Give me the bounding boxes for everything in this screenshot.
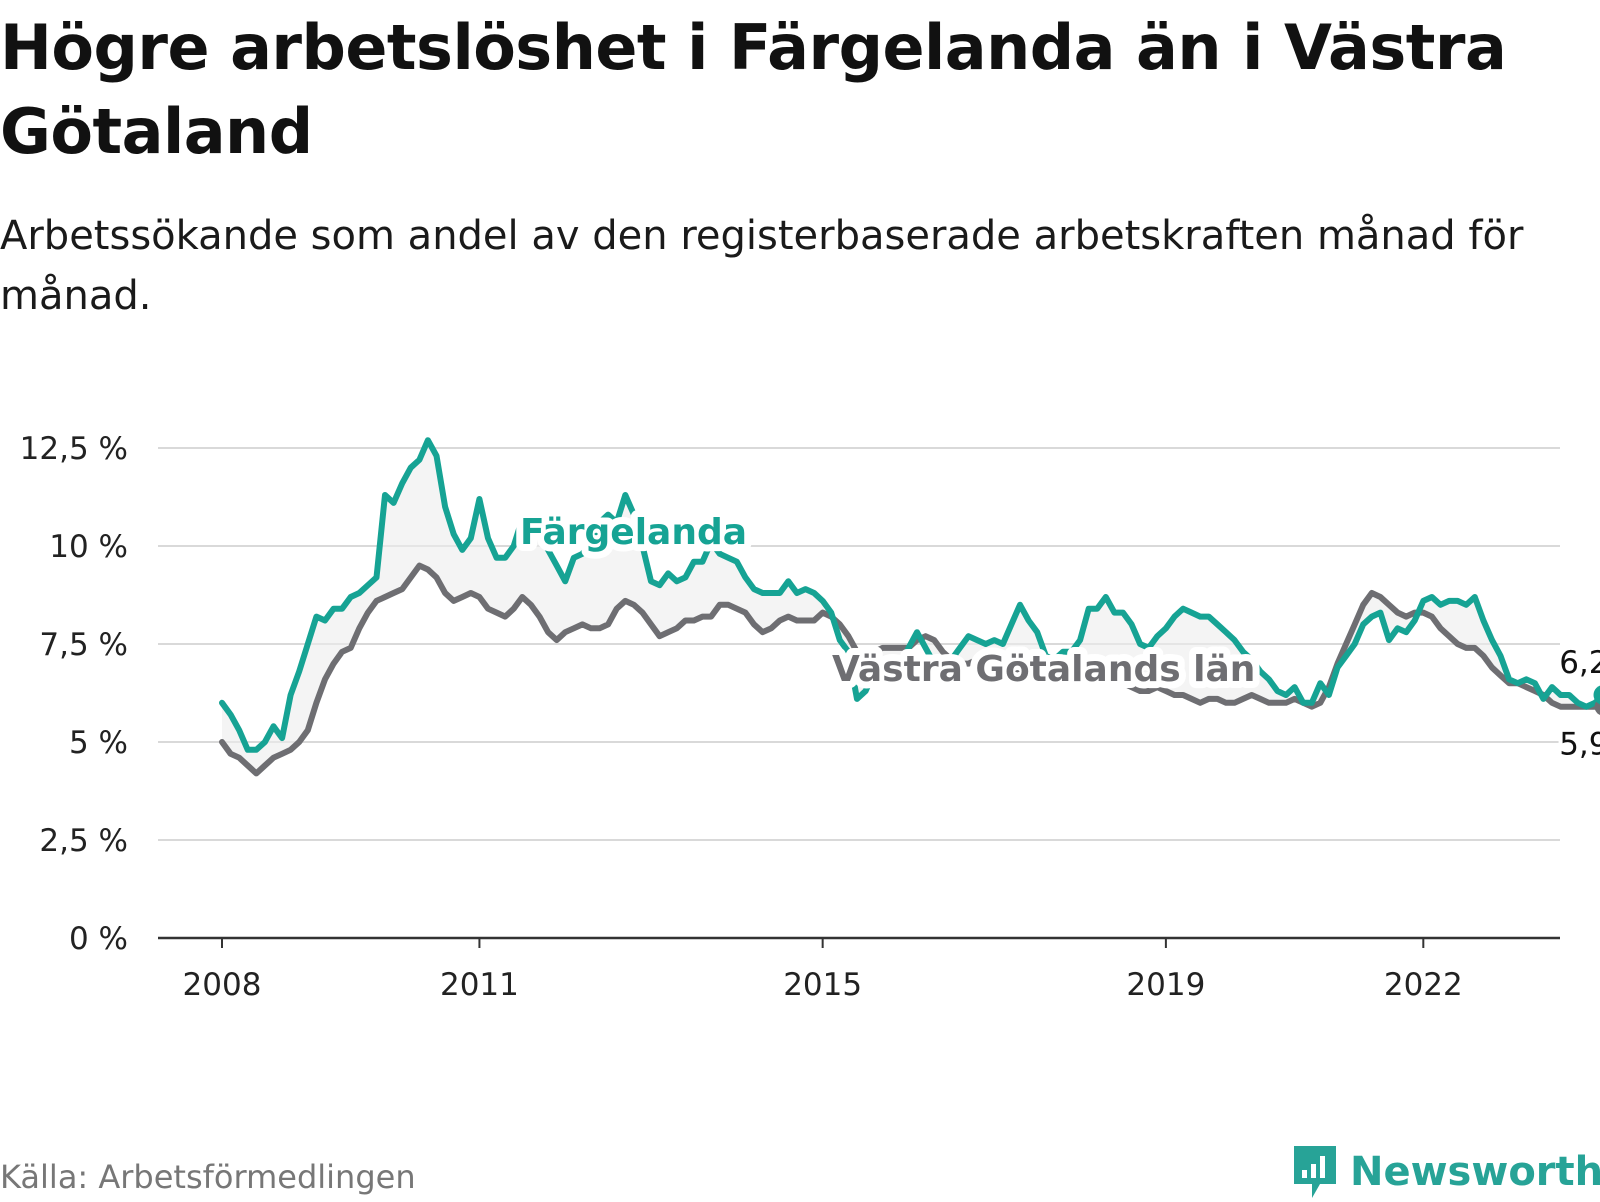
axes: 0 % 2,5 % 5 % 7,5 % 10 % 12,5 % 2008 2011 2015 20… (20, 431, 1560, 1003)
x-tick-label: 2019 (1126, 967, 1205, 1003)
series-label-vastra-gotaland: Västra Götalands län (832, 649, 1255, 690)
y-tick-label: 12,5 % (20, 431, 128, 467)
brand-logo[interactable]: Newsworthy (1290, 1142, 1600, 1202)
series-line-fargelanda (219, 437, 1600, 753)
y-tick-label: 5 % (69, 725, 128, 761)
brand-name: Newsworthy (1350, 1149, 1600, 1195)
newsworthy-logo-icon (1294, 1146, 1336, 1198)
end-marker-fargelanda (1593, 685, 1600, 705)
y-tick-label: 7,5 % (39, 627, 128, 663)
series-lines (219, 437, 1600, 777)
x-tick-label: 2022 (1384, 967, 1463, 1003)
difference-area (222, 440, 1600, 774)
difference-area-fill (222, 440, 1600, 774)
end-label-fargelanda: 6,2 % (1559, 645, 1600, 681)
chart-title: Högre arbetslöshet i Färgelanda än i Väs… (0, 11, 1507, 168)
x-tick-label: 2008 (183, 967, 262, 1003)
x-tick-label: 2015 (783, 967, 862, 1003)
line-chart: 0 % 2,5 % 5 % 7,5 % 10 % 12,5 % 2008 2011 2015 20… (20, 431, 1600, 1003)
series-label-fargelanda: Färgelanda (520, 512, 747, 553)
source-note: Källa: Arbetsförmedlingen (0, 1158, 416, 1196)
y-tick-label: 0 % (69, 921, 128, 957)
y-tick-label: 2,5 % (39, 823, 128, 859)
y-tick-label: 10 % (49, 529, 128, 565)
chart-subtitle: Arbetssökande som andel av den registerb… (0, 213, 1524, 319)
end-label-vastra-gotaland: 5,9 % (1559, 727, 1600, 763)
x-tick-label: 2011 (440, 967, 519, 1003)
labels: 6,2 % 5,9 % Färgelanda Västra Götalands län (513, 505, 1600, 767)
